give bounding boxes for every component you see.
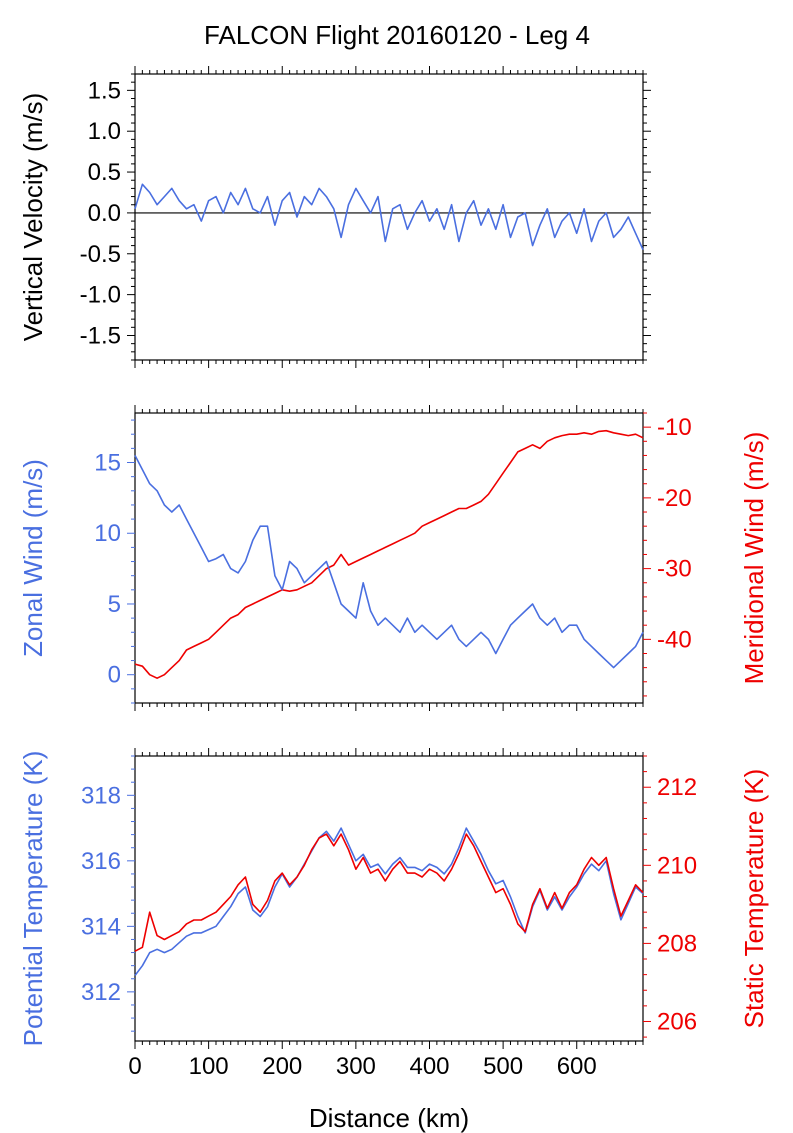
left-y-tick-label: 0.5: [88, 159, 121, 186]
left-y-tick-label: -0.5: [80, 241, 121, 268]
left-y-axis-title: Vertical Velocity (m/s): [18, 93, 48, 342]
potential-temperature-line: [134, 827, 644, 976]
left-y-tick-label: 5: [108, 591, 121, 618]
left-y-tick-label: 10: [94, 520, 121, 547]
static-temperature-line: [134, 833, 644, 952]
left-y-tick-label: 0: [108, 662, 121, 689]
plot-frame: [134, 755, 644, 1042]
right-y-tick-label: 212: [657, 774, 697, 801]
plot-frame: [134, 73, 644, 361]
right-y-axis-title: Static Temperature (K): [739, 769, 769, 1029]
vertical-velocity-line: [134, 183, 644, 251]
plot-frame: [134, 412, 644, 704]
x-tick-label: 500: [483, 1053, 523, 1080]
x-tick-label: 0: [128, 1053, 141, 1080]
right-y-tick-label: -40: [657, 626, 692, 653]
left-y-axis-title: Zonal Wind (m/s): [18, 459, 48, 657]
left-y-tick-label: -1.5: [80, 322, 121, 349]
left-y-axis-title: Potential Temperature (K): [18, 751, 48, 1047]
left-y-tick-label: -1.0: [80, 282, 121, 309]
meridional-wind-line: [134, 429, 644, 679]
x-tick-label: 300: [336, 1053, 376, 1080]
right-y-tick-label: 210: [657, 852, 697, 879]
x-tick-label: 400: [409, 1053, 449, 1080]
left-y-tick-label: 15: [94, 450, 121, 477]
left-y-tick-label: 314: [81, 913, 121, 940]
left-y-tick-label: 0.0: [88, 200, 121, 227]
right-y-tick-label: -10: [657, 414, 692, 441]
figure-title: FALCON Flight 20160120 - Leg 4: [204, 20, 590, 50]
vertical-velocity-panel: 1.5 1.0 0.5 0.0 -0.5 -1.0 -1.5 Vertical Velocit…: [18, 66, 651, 368]
left-y-tick-label: 316: [81, 848, 121, 875]
right-y-tick-label: 208: [657, 930, 697, 957]
right-y-tick-label: -30: [657, 556, 692, 583]
x-axis-title: Distance (km): [309, 1103, 469, 1133]
right-y-tick-label: 206: [657, 1008, 697, 1035]
temperature-panel: 0 100 200 300 400 500 600 Distance (km) 318 316 31…: [18, 748, 769, 1133]
left-y-tick-label: 1.5: [88, 77, 121, 104]
left-y-tick-label: 1.0: [88, 118, 121, 145]
left-y-tick-label: 312: [81, 979, 121, 1006]
zonal-wind-line: [134, 455, 644, 669]
x-tick-label: 200: [262, 1053, 302, 1080]
wind-panel: 15 10 5 0 Zonal Wind (m/s) -10 -20 -30 -40 Meridi…: [18, 405, 769, 711]
x-tick-label: 600: [557, 1053, 597, 1080]
right-y-axis-title: Meridional Wind (m/s): [739, 432, 769, 685]
left-y-tick-label: 318: [81, 782, 121, 809]
x-tick-label: 100: [189, 1053, 229, 1080]
right-y-tick-label: -20: [657, 485, 692, 512]
